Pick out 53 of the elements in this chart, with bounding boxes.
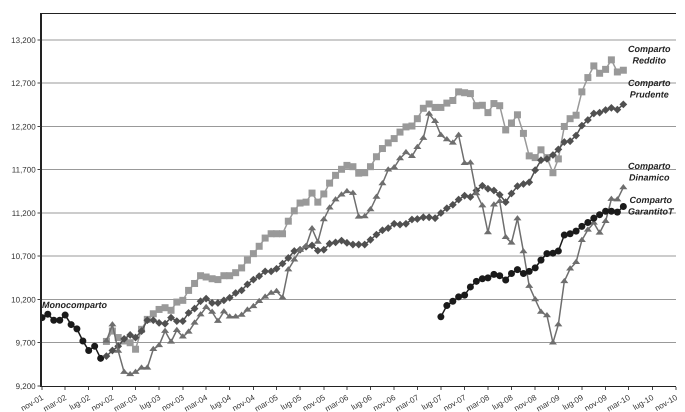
point [508,270,515,278]
point [578,222,586,230]
point [554,248,562,255]
point [73,325,80,332]
point [620,202,627,210]
point [97,354,104,362]
y-tick-label: 10,200 [11,295,36,304]
point [526,268,533,275]
point [520,270,527,278]
point [608,208,615,215]
point [79,338,86,345]
series-label: Comparto GarantitoT [628,195,676,217]
y-tick-label: 9,200 [16,382,36,391]
series-label: Monocomparto [42,300,108,310]
series-label: Comparto Dinamico [628,161,671,183]
y-tick-label: 12,700 [11,79,36,88]
y-tick-label: 11,700 [12,166,36,175]
point [91,342,98,350]
point [614,208,621,216]
point [437,313,444,320]
point [62,312,69,319]
point [537,256,544,264]
point [484,274,492,282]
point [596,211,604,218]
point [590,214,598,222]
point [514,266,521,274]
point [85,347,92,354]
point [572,228,580,235]
y-tick-label: 9,700 [16,338,36,348]
y-tick-label: 11,200 [12,208,36,218]
point [56,316,64,324]
point [584,218,592,226]
point [496,272,504,280]
series-label: Comparto Reddito [628,44,671,66]
point [466,283,474,290]
y-tick-label: 13,200 [11,36,36,45]
point [461,292,468,299]
point [502,276,510,284]
point [543,250,550,258]
series-label: Comparto Prudente [628,78,671,100]
point [443,302,450,310]
y-tick-label: 10,700 [11,252,36,262]
point [44,310,52,318]
point [549,250,556,257]
point [472,278,480,285]
point [560,232,568,239]
point [68,321,75,328]
point [455,293,462,300]
point [490,270,498,278]
y-tick-label: 12,200 [11,122,36,132]
point [566,230,574,238]
point [449,298,456,305]
point [532,264,539,272]
